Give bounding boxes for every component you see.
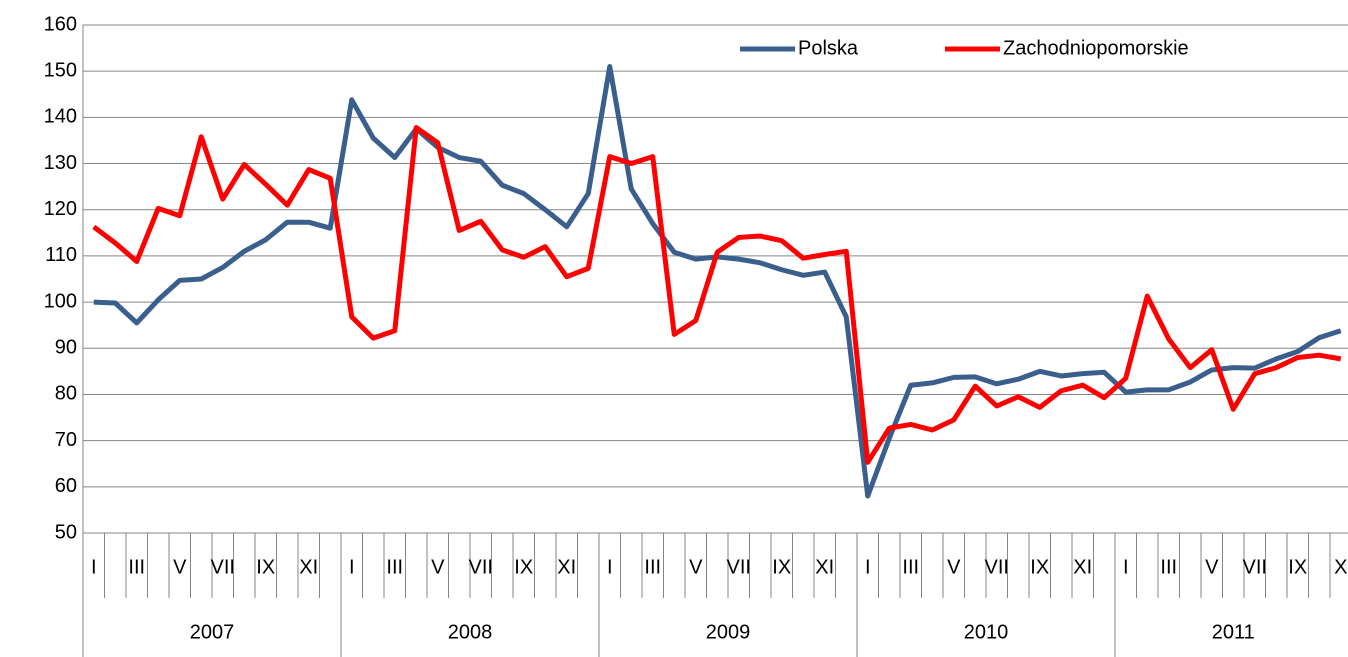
y-tick-label: 60 <box>55 475 77 497</box>
x-tick-label: V <box>431 556 445 578</box>
x-tick-label: V <box>173 556 187 578</box>
year-label: 2008 <box>448 621 493 643</box>
y-tick-label: 160 <box>44 13 77 35</box>
y-tick-label: 120 <box>44 198 77 220</box>
x-tick-label: IX <box>1288 556 1307 578</box>
x-tick-label: VII <box>211 556 235 578</box>
x-tick-label: VII <box>985 556 1009 578</box>
y-tick-label: 90 <box>55 337 77 359</box>
y-tick-label: 150 <box>44 59 77 81</box>
x-tick-label: X <box>1334 556 1347 578</box>
x-tick-label: I <box>1123 556 1129 578</box>
y-tick-label: 50 <box>55 521 77 543</box>
x-tick-label: I <box>865 556 871 578</box>
year-label: 2009 <box>706 621 751 643</box>
year-label: 2011 <box>1212 621 1255 643</box>
y-tick-label: 110 <box>45 244 77 266</box>
x-tick-label: I <box>349 556 355 578</box>
y-tick-label: 130 <box>44 152 77 174</box>
y-tick-label: 70 <box>55 429 77 451</box>
x-tick-label: VII <box>1243 556 1267 578</box>
x-tick-label: III <box>902 556 919 578</box>
x-tick-label: I <box>91 556 97 578</box>
x-tick-label: V <box>689 556 703 578</box>
legend-label: Polska <box>798 37 859 59</box>
x-tick-label: V <box>947 556 961 578</box>
series-line <box>92 125 1342 465</box>
x-tick-label: XI <box>557 556 576 578</box>
x-tick-label: XI <box>815 556 834 578</box>
x-tick-label: VII <box>469 556 493 578</box>
x-tick-label: III <box>644 556 661 578</box>
x-tick-label: XI <box>299 556 318 578</box>
x-tick-label: III <box>386 556 403 578</box>
series-line <box>93 64 1342 499</box>
y-tick-label: 100 <box>44 290 77 312</box>
x-tick-label: XI <box>1073 556 1092 578</box>
x-tick-label: V <box>1205 556 1219 578</box>
x-tick-label: IX <box>514 556 533 578</box>
x-tick-label: VII <box>727 556 751 578</box>
y-tick-label: 80 <box>55 383 77 405</box>
x-tick-label: III <box>1160 556 1177 578</box>
x-tick-label: I <box>607 556 613 578</box>
x-tick-label: IX <box>256 556 275 578</box>
legend-label: Zachodniopomorskie <box>1003 37 1189 59</box>
x-tick-label: IX <box>772 556 791 578</box>
year-label: 2007 <box>190 621 235 643</box>
x-tick-label: III <box>128 556 145 578</box>
year-label: 2010 <box>964 621 1009 643</box>
x-tick-label: IX <box>1030 556 1049 578</box>
y-tick-label: 140 <box>44 106 77 128</box>
